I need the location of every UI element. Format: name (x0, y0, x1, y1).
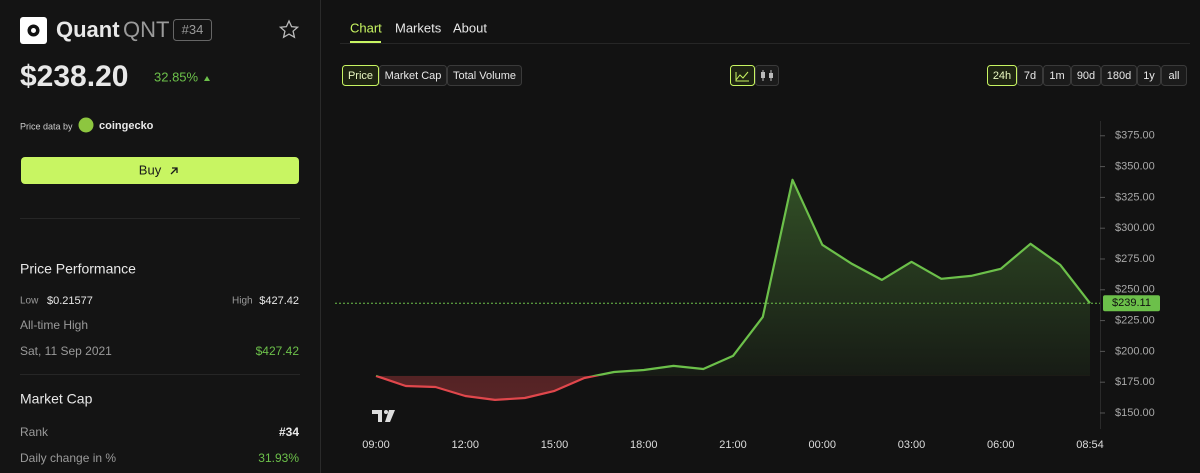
range-label: 1m (1049, 70, 1064, 82)
range-button[interactable] (987, 65, 1017, 86)
section-title: Market Cap (20, 391, 93, 407)
ath-date: Sat, 11 Sep 2021 (20, 344, 112, 358)
tab[interactable]: About (453, 20, 487, 35)
metric-label: Total Volume (453, 70, 516, 82)
buy-arrow (170, 167, 178, 175)
ath-value: $427.42 (256, 344, 300, 358)
coin-name: Quant (56, 17, 120, 42)
line-chart-toggle[interactable] (730, 65, 755, 86)
favorite-star[interactable] (278, 19, 300, 39)
y-tick-label: $350.00 (1115, 160, 1155, 172)
price-tag-label: $239.11 (1112, 297, 1151, 309)
x-tick-label: 18:00 (630, 439, 658, 451)
coingecko-icon (78, 117, 94, 133)
rank-value: #34 (279, 425, 299, 439)
range-label: 24h (993, 70, 1011, 82)
daily-value: 31.93% (258, 451, 299, 465)
tab[interactable]: Chart (350, 20, 382, 35)
y-tick-label: $250.00 (1115, 284, 1155, 296)
range-button[interactable] (1071, 65, 1101, 86)
high-label: High (232, 296, 253, 307)
y-tick-label: $300.00 (1115, 222, 1155, 234)
source-prefix: Price data by (20, 121, 73, 131)
rank-badge-text: #34 (182, 22, 204, 37)
sidebar (0, 0, 320, 473)
y-tick-label: $375.00 (1115, 130, 1155, 142)
line-down (375, 375, 601, 401)
metric-button[interactable] (342, 65, 379, 86)
line-up (375, 178, 1091, 376)
x-tick-label: 03:00 (898, 439, 926, 451)
line-icon (735, 71, 749, 82)
range-label: 1y (1143, 70, 1155, 82)
range-label: all (1168, 70, 1179, 82)
high-value: $427.42 (259, 295, 299, 307)
price: $238.20 (20, 60, 128, 93)
rank-badge (173, 19, 212, 41)
coin-symbol: QNT (123, 17, 169, 42)
range-button[interactable] (1043, 65, 1071, 86)
price-change: 32.85% (154, 69, 199, 84)
candle-chart-toggle[interactable] (755, 65, 779, 86)
y-tick-label: $150.00 (1115, 407, 1155, 419)
x-tick-label: 21:00 (719, 439, 747, 451)
metric-label: Market Cap (385, 70, 442, 82)
rank-label: Rank (20, 425, 49, 439)
y-tick-label: $175.00 (1115, 376, 1155, 388)
range-label: 180d (1107, 70, 1131, 82)
range-button[interactable] (1137, 65, 1161, 86)
x-tick-label: 15:00 (541, 439, 569, 451)
range-button[interactable] (1161, 65, 1187, 86)
price-tag (1103, 295, 1160, 312)
range-label: 7d (1024, 70, 1036, 82)
source: coingecko (99, 120, 154, 132)
x-tick-label: 08:54 (1076, 439, 1104, 451)
buy-label: Buy (139, 162, 162, 177)
x-tick-label: 12:00 (451, 439, 479, 451)
area-up (376, 179, 1090, 376)
y-tick-label: $225.00 (1115, 314, 1155, 326)
range-label: 90d (1077, 70, 1095, 82)
ath-label: All-time High (20, 318, 88, 332)
area-down (376, 375, 1090, 400)
low-label: Low (20, 296, 39, 307)
metric-button[interactable] (447, 65, 522, 86)
y-tick-label: $200.00 (1115, 345, 1155, 357)
daily-label: Daily change in % (20, 451, 116, 465)
x-tick-label: 09:00 (362, 439, 390, 451)
tradingview-logo (372, 410, 395, 422)
tab[interactable]: Markets (395, 20, 442, 35)
metric-label: Price (348, 70, 373, 82)
up-arrow (204, 76, 210, 81)
low-value: $0.21577 (47, 295, 93, 307)
x-tick-label: 00:00 (808, 439, 836, 451)
logo (20, 17, 47, 44)
metric-button[interactable] (379, 65, 447, 86)
range-button[interactable] (1101, 65, 1137, 86)
x-tick-label: 06:00 (987, 439, 1015, 451)
section-title: Price Performance (20, 261, 136, 277)
y-tick-label: $275.00 (1115, 253, 1155, 265)
range-button[interactable] (1017, 65, 1043, 86)
y-tick-label: $325.00 (1115, 191, 1155, 203)
buy-button[interactable] (21, 157, 299, 184)
